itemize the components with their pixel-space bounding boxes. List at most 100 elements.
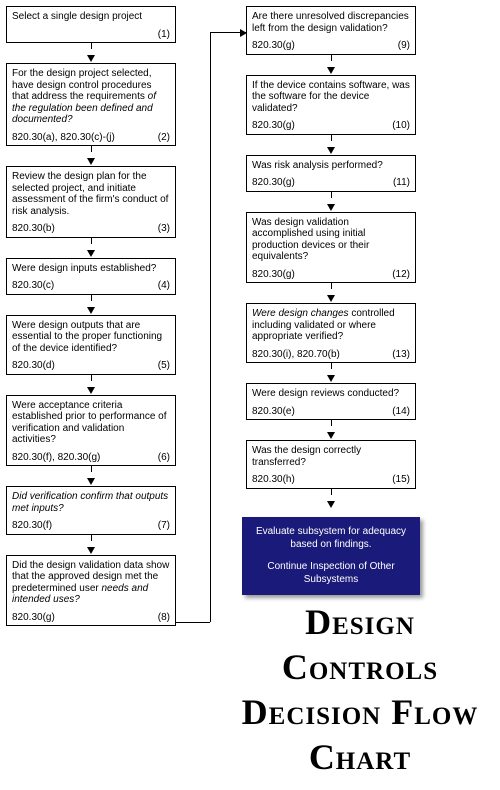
flow-box-7: Did verification confirm that outputs me… bbox=[6, 486, 176, 535]
connector bbox=[331, 55, 332, 61]
box-question: Did the design validation data show that… bbox=[12, 560, 170, 606]
box-ref: 820.30(g) bbox=[252, 120, 295, 132]
page-title: Design Controls Decision Flow Chart bbox=[230, 600, 490, 780]
box-ref: 820.30(g) bbox=[12, 612, 55, 624]
box-ref: 820.30(g) bbox=[252, 269, 295, 281]
box-footer: 820.30(g) (8) bbox=[12, 612, 170, 624]
flow-box-5: Were design outputs that are essential t… bbox=[6, 315, 176, 375]
connector bbox=[91, 238, 92, 244]
box-ref: 820.30(g) bbox=[252, 177, 295, 189]
arrow-down-icon bbox=[327, 67, 335, 74]
box-question: Was the design correctly transferred? bbox=[252, 445, 410, 468]
box-footer: (1) bbox=[12, 29, 170, 41]
box-num: (6) bbox=[158, 452, 170, 464]
box-num: (1) bbox=[158, 29, 170, 41]
box-num: (8) bbox=[158, 612, 170, 624]
arrow-down-icon bbox=[327, 432, 335, 439]
connector-horizontal bbox=[210, 32, 246, 33]
connector bbox=[331, 420, 332, 426]
box-ref: 820.30(g) bbox=[252, 40, 295, 52]
flow-box-4: Were design inputs established? 820.30(c… bbox=[6, 258, 176, 295]
box-num: (9) bbox=[398, 40, 410, 52]
connector bbox=[331, 363, 332, 369]
box-question: Select a single design project bbox=[12, 11, 170, 23]
box-ref: 820.30(h) bbox=[252, 474, 295, 486]
final-line1: Evaluate subsystem for adequacy based on… bbox=[248, 525, 414, 552]
arrow-down-icon bbox=[327, 204, 335, 211]
connector bbox=[91, 43, 92, 49]
box-question: For the design project selected, have de… bbox=[12, 68, 170, 126]
box-num: (12) bbox=[392, 269, 410, 281]
box-num: (11) bbox=[393, 177, 410, 189]
connector bbox=[331, 283, 332, 289]
box-footer: 820.30(g) (9) bbox=[252, 40, 410, 52]
flow-box-3: Review the design plan for the selected … bbox=[6, 166, 176, 238]
final-line2: Continue Inspection of Other Subsystems bbox=[248, 560, 414, 587]
box-footer: 820.30(f) (7) bbox=[12, 520, 170, 532]
box-ref: 820.30(c) bbox=[12, 280, 54, 292]
flow-box-13: Were design changes controlled including… bbox=[246, 303, 416, 363]
box-footer: 820.30(f), 820.30(g) (6) bbox=[12, 452, 170, 464]
box-footer: 820.30(d) (5) bbox=[12, 360, 170, 372]
connector bbox=[331, 135, 332, 141]
box-num: (14) bbox=[392, 406, 410, 418]
final-box: Evaluate subsystem for adequacy based on… bbox=[242, 517, 420, 595]
box-ref: 820.30(f), 820.30(g) bbox=[12, 452, 100, 464]
box-num: (3) bbox=[158, 223, 170, 235]
connector bbox=[91, 535, 92, 541]
flow-box-2: For the design project selected, have de… bbox=[6, 63, 176, 146]
arrow-down-icon bbox=[87, 158, 95, 165]
box-question: Review the design plan for the selected … bbox=[12, 171, 170, 217]
box-footer: 820.30(g) (12) bbox=[252, 269, 410, 281]
box-ref: 820.30(i), 820.70(b) bbox=[252, 349, 340, 361]
box-footer: 820.30(i), 820.70(b) (13) bbox=[252, 349, 410, 361]
box-question: Were design outputs that are essential t… bbox=[12, 320, 170, 355]
right-column: Are there unresolved discrepancies left … bbox=[246, 6, 416, 595]
box-num: (5) bbox=[158, 360, 170, 372]
arrow-down-icon bbox=[87, 478, 95, 485]
connector-horizontal bbox=[176, 622, 210, 623]
flow-box-11: Was risk analysis performed? 820.30(g) (… bbox=[246, 155, 416, 192]
arrow-down-icon bbox=[87, 387, 95, 394]
connector bbox=[331, 192, 332, 198]
box-num: (10) bbox=[392, 120, 410, 132]
box-num: (15) bbox=[392, 474, 410, 486]
box-question: If the device contains software, was the… bbox=[252, 80, 410, 115]
connector bbox=[91, 466, 92, 472]
box-footer: 820.30(c) (4) bbox=[12, 280, 170, 292]
arrow-down-icon bbox=[327, 501, 335, 508]
connector bbox=[91, 295, 92, 301]
arrow-down-icon bbox=[87, 307, 95, 314]
box-num: (13) bbox=[392, 349, 410, 361]
box-ref: 820.30(b) bbox=[12, 223, 55, 235]
box-question: Was risk analysis performed? bbox=[252, 160, 410, 172]
box-ref: 820.30(f) bbox=[12, 520, 52, 532]
connector bbox=[331, 489, 332, 495]
arrow-down-icon bbox=[87, 250, 95, 257]
box-question: Were design changes controlled including… bbox=[252, 308, 410, 343]
box-footer: 820.30(e) (14) bbox=[252, 406, 410, 418]
arrow-down-icon bbox=[327, 147, 335, 154]
left-column: Select a single design project (1) For t… bbox=[6, 6, 176, 626]
flow-box-12: Was design validation accomplished using… bbox=[246, 212, 416, 284]
connector-vertical bbox=[210, 32, 211, 622]
box-ref: 820.30(a), 820.30(c)-(j) bbox=[12, 132, 115, 144]
flow-box-1: Select a single design project (1) bbox=[6, 6, 176, 43]
flow-box-10: If the device contains software, was the… bbox=[246, 75, 416, 135]
box-question: Are there unresolved discrepancies left … bbox=[252, 11, 410, 34]
connector bbox=[91, 146, 92, 152]
box-footer: 820.30(g) (10) bbox=[252, 120, 410, 132]
box-footer: 820.30(h) (15) bbox=[252, 474, 410, 486]
arrow-down-icon bbox=[327, 295, 335, 302]
arrow-down-icon bbox=[327, 375, 335, 382]
arrow-down-icon bbox=[87, 55, 95, 62]
flow-box-6: Were acceptance criteria established pri… bbox=[6, 395, 176, 467]
flow-box-9: Are there unresolved discrepancies left … bbox=[246, 6, 416, 55]
box-num: (2) bbox=[158, 132, 170, 144]
box-ref: 820.30(e) bbox=[252, 406, 295, 418]
arrow-down-icon bbox=[87, 547, 95, 554]
box-footer: 820.30(b) (3) bbox=[12, 223, 170, 235]
box-question: Were design inputs established? bbox=[12, 263, 170, 275]
box-question: Were design reviews conducted? bbox=[252, 388, 410, 400]
box-footer: 820.30(g) (11) bbox=[252, 177, 410, 189]
